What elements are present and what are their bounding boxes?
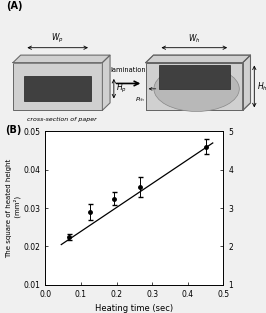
Polygon shape	[243, 55, 251, 110]
Text: $W_h$: $W_h$	[188, 33, 201, 45]
Text: $H_p$: $H_p$	[117, 82, 127, 95]
Bar	[24, 76, 91, 101]
Ellipse shape	[154, 66, 239, 111]
Bar	[13, 63, 102, 110]
Text: cross-section of paper: cross-section of paper	[27, 117, 96, 122]
Bar	[159, 65, 230, 89]
Polygon shape	[13, 55, 110, 63]
Bar	[146, 63, 243, 110]
Text: lamination: lamination	[111, 67, 146, 73]
Text: (B): (B)	[5, 125, 22, 135]
Polygon shape	[102, 55, 110, 110]
X-axis label: Heating time (sec): Heating time (sec)	[95, 304, 173, 313]
Text: $W_p$: $W_p$	[51, 32, 64, 45]
Text: $H_h$: $H_h$	[257, 80, 266, 93]
Text: (A): (A)	[7, 2, 23, 12]
Text: $P_{th}$: $P_{th}$	[135, 95, 144, 104]
Polygon shape	[146, 55, 251, 63]
Bar	[146, 63, 243, 110]
Y-axis label: The square of heated height
 (mm²): The square of heated height (mm²)	[6, 158, 20, 258]
